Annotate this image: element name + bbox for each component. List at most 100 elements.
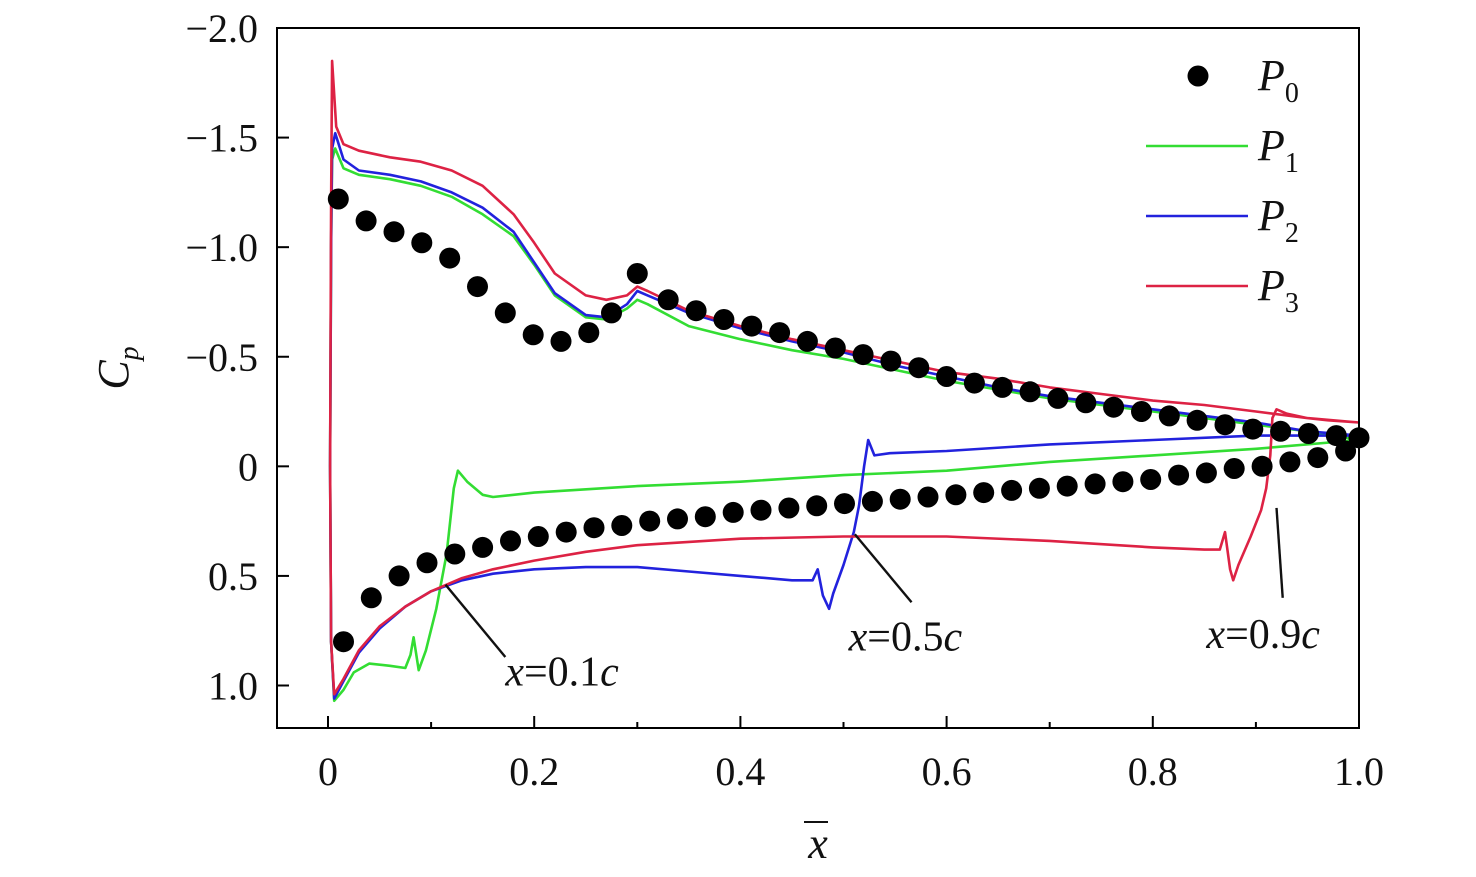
series-point-p0 <box>889 488 911 510</box>
series-point-p0 <box>1307 447 1329 469</box>
series-point-p0 <box>796 330 818 352</box>
series-point-p0 <box>1131 401 1152 422</box>
series-point-p0 <box>333 631 354 653</box>
svg-text:Cp: Cp <box>89 346 145 389</box>
y-tick-label: 1.0 <box>208 664 258 709</box>
series-point-p0 <box>1223 458 1245 479</box>
series-point-p0 <box>713 309 735 330</box>
series-layer <box>327 59 1370 703</box>
series-point-p0 <box>1298 423 1319 444</box>
annotation-leader <box>444 583 507 658</box>
series-point-p0 <box>500 530 521 552</box>
series-point-p0 <box>824 337 846 359</box>
series-point-p0 <box>852 344 874 366</box>
series-point-p0 <box>355 210 377 232</box>
series-point-p0 <box>1001 479 1023 501</box>
series-point-p0 <box>467 276 488 298</box>
series-point-p0 <box>383 221 405 243</box>
series-point-p0 <box>1325 425 1347 447</box>
annotation-label: x=0.5c <box>848 614 963 660</box>
x-tick-label: 0.6 <box>922 749 972 794</box>
series-point-p0 <box>1279 451 1301 473</box>
series-point-p0 <box>1242 418 1264 440</box>
series-point-p0 <box>657 289 679 311</box>
annotation-label: x=0.9c <box>1205 612 1320 658</box>
y-axis-label-subscript: p <box>114 346 145 362</box>
series-point-p0 <box>750 499 772 521</box>
series-point-p0 <box>880 350 902 372</box>
series-point-p0 <box>1195 462 1217 484</box>
legend-label-p0: P0 <box>1257 51 1299 109</box>
series-point-p0 <box>522 324 544 346</box>
legend-label-p1: P1 <box>1257 121 1299 179</box>
series-point-p0 <box>1158 405 1180 427</box>
series-point-p0 <box>1270 420 1292 442</box>
series-point-p0 <box>1186 409 1208 431</box>
legend-label-p2: P2 <box>1257 191 1299 249</box>
series-point-p0 <box>439 247 461 269</box>
series-point-p0 <box>1140 469 1162 490</box>
y-tick-label: −1.5 <box>185 116 258 161</box>
x-axis-title: x <box>804 819 828 868</box>
series-point-p0 <box>991 376 1013 398</box>
plot-frame <box>276 27 1360 729</box>
series-point-p0 <box>1075 392 1097 414</box>
series-line-p3 <box>328 59 1360 696</box>
x-tick-label: 0.4 <box>715 749 765 794</box>
series-point-p0 <box>1028 477 1050 499</box>
series-point-p0 <box>472 536 494 558</box>
y-axis-title: Cp <box>89 346 145 389</box>
series-point-p0 <box>1019 381 1041 403</box>
series-point-p0 <box>388 565 410 587</box>
series-point-p0 <box>639 510 661 532</box>
y-tick-label: 0 <box>238 444 258 489</box>
x-tick-label: 0.8 <box>1128 749 1178 794</box>
y-tick-label: −0.5 <box>185 335 258 380</box>
series-point-p0 <box>360 587 382 609</box>
series-point-p0 <box>601 302 622 324</box>
series-point-p0 <box>834 493 855 515</box>
series-point-p0 <box>694 506 716 528</box>
series-point-p0 <box>1056 475 1078 497</box>
series-point-p0 <box>1214 414 1236 436</box>
series-point-p0 <box>1084 473 1106 495</box>
series-point-p0 <box>806 495 828 517</box>
y-tick-label: −2.0 <box>185 6 258 51</box>
x-axis: 0 0.2 0.4 0.6 0.8 1.0 <box>318 716 1384 794</box>
series-point-p0 <box>1168 464 1190 486</box>
series-point-p0 <box>611 515 633 536</box>
legend-label-p3: P3 <box>1257 261 1299 319</box>
y-axis: −2.0 −1.5 −1.0 −0.5 0 0.5 1.0 <box>185 6 289 709</box>
y-axis-label: C <box>89 360 138 390</box>
series-point-p0 <box>416 552 438 574</box>
series-point-p0 <box>527 526 549 547</box>
y-tick-label: 0.5 <box>208 554 258 599</box>
series-point-p0 <box>327 188 349 210</box>
series-point-p0 <box>626 263 648 284</box>
series-point-p0 <box>778 497 800 519</box>
series-point-p0 <box>494 302 516 324</box>
series-point-p0 <box>444 543 466 565</box>
series-point-p0 <box>936 366 958 387</box>
series-point-p0 <box>861 490 883 512</box>
annotation-leader <box>853 533 913 603</box>
series-point-p0 <box>1335 440 1357 462</box>
series-point-p0 <box>550 330 572 352</box>
series-point-p0 <box>1112 471 1134 493</box>
series-point-p0 <box>769 322 791 344</box>
series-point-p0 <box>1103 396 1125 418</box>
series-point-p0 <box>578 322 600 344</box>
series-point-p0 <box>963 372 985 394</box>
legend-marker-p0 <box>1187 65 1209 87</box>
series-point-p0 <box>722 501 744 523</box>
series-point-p0 <box>1251 455 1273 477</box>
series-point-p0 <box>917 486 939 508</box>
series-point-p0 <box>583 517 605 539</box>
x-axis-label: x <box>807 819 828 868</box>
x-tick-label: 1.0 <box>1334 749 1384 794</box>
series-point-p0 <box>908 357 930 379</box>
annotations: x=0.1c x=0.5c x=0.9c <box>444 507 1320 696</box>
series-point-p0 <box>685 300 707 322</box>
annotation-label: x=0.1c <box>504 650 619 696</box>
